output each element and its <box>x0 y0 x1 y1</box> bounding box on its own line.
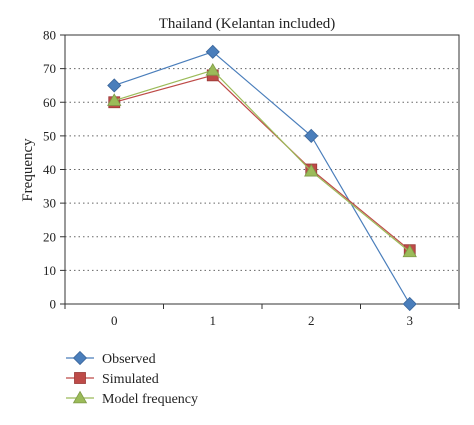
series-layer <box>107 44 417 312</box>
legend-item-0: Observed <box>66 350 156 367</box>
legend-label-0: Observed <box>102 352 156 367</box>
series-line-1 <box>114 74 411 251</box>
grid-lines <box>65 68 459 271</box>
x-tick-label-1: 1 <box>210 313 217 328</box>
legend-label-1: Simulated <box>102 372 159 387</box>
data-point-2-3 <box>402 244 417 258</box>
series-line-0 <box>114 51 411 305</box>
x-tick-label-0: 0 <box>111 313 118 328</box>
data-point-2-2 <box>304 163 319 177</box>
x-axis-ticks: 0 1 2 3 <box>64 304 460 328</box>
y-axis-label: Frequency <box>20 138 36 202</box>
y-tick-label-8: 80 <box>43 28 56 43</box>
data-point-2-0 <box>107 93 122 106</box>
legend: Observed Simulated Model frequency <box>66 350 198 407</box>
data-point-0-1 <box>205 44 220 59</box>
legend-item-1: Simulated <box>66 372 159 387</box>
y-tick-label-0: 0 <box>50 297 57 312</box>
series-model-frequency <box>107 63 417 258</box>
data-point-0-3 <box>402 296 417 312</box>
legend-marker-2 <box>72 390 88 404</box>
y-tick-label-7: 70 <box>43 61 56 76</box>
y-tick-label-4: 40 <box>43 162 56 177</box>
series-simulated <box>108 69 416 257</box>
chart-title: Thailand (Kelantan included) <box>159 16 336 32</box>
y-tick-label-5: 50 <box>43 128 56 143</box>
legend-item-2: Model frequency <box>66 390 198 407</box>
data-point-0-0 <box>107 78 122 93</box>
legend-marker-0 <box>72 350 88 366</box>
y-tick-label-6: 60 <box>43 95 56 110</box>
y-tick-label-1: 10 <box>43 263 56 278</box>
y-tick-label-2: 20 <box>43 229 56 244</box>
series-observed <box>107 44 417 312</box>
series-line-2 <box>114 69 411 253</box>
y-axis-ticks: 0 10 20 30 40 50 60 70 80 <box>43 28 65 312</box>
x-tick-label-3: 3 <box>407 313 414 328</box>
x-tick-label-2: 2 <box>308 313 315 328</box>
legend-label-2: Model frequency <box>102 392 198 407</box>
data-point-2-1 <box>205 63 220 76</box>
y-tick-label-3: 30 <box>43 196 56 211</box>
data-point-0-2 <box>304 128 319 143</box>
legend-marker-1 <box>74 372 86 384</box>
